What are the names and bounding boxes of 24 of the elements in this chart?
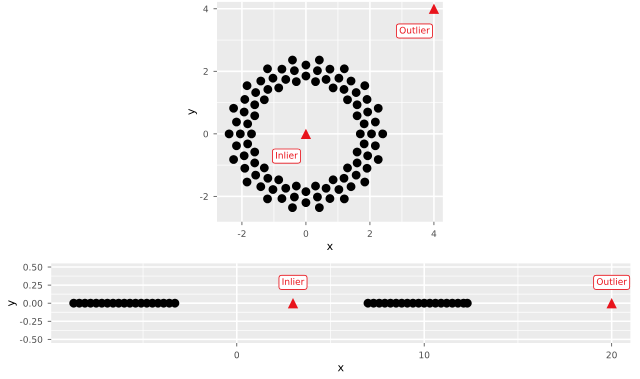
y-axis-title: y [188,108,197,115]
x-axis-title: x [326,244,333,250]
annotation: Outlier [596,278,627,285]
y-tick-label: 0 [203,130,208,138]
annotation: Inlier [282,278,304,285]
y-tick-label: 2 [204,68,208,75]
x-axis-title: x [338,365,344,372]
y-tick-label: 0.50 [23,264,42,271]
y-axis-title: y [8,300,17,306]
x-tick-label: 20 [606,351,617,358]
annotation: Outlier [400,26,430,34]
x-tick-label: 4 [431,230,436,237]
x-tick-label: 2 [368,230,372,237]
x-tick-label: 10 [419,351,430,358]
y-tick-label: 0.00 [23,300,42,307]
y-tick-label: -0.50 [20,336,42,343]
y-tick-label: 0.25 [23,282,42,289]
y-tick-label: -2 [200,193,208,200]
x-tick-label: -2 [238,230,246,237]
y-tick-label: 4 [203,6,208,12]
annotation: Inlier [276,152,298,159]
x-tick-label: 0 [304,230,308,238]
x-tick-label: 0 [234,351,240,358]
y-tick-label: -0.25 [20,318,42,325]
